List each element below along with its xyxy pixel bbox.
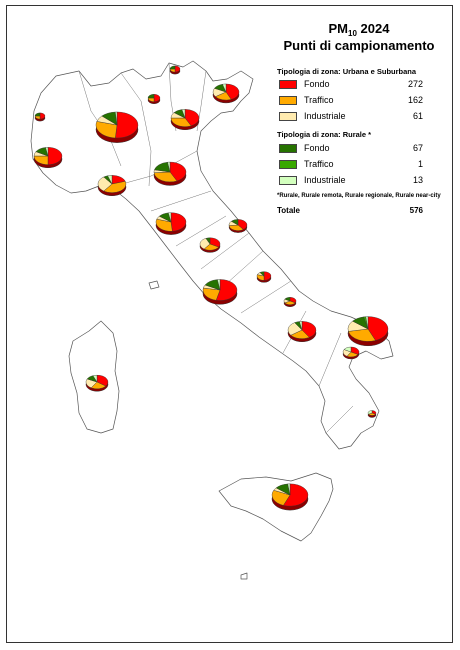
pie-slice — [153, 94, 161, 102]
legend-total-label: Totale — [277, 206, 300, 215]
legend-value-urban-traffico: 162 — [407, 95, 423, 105]
pie-marche — [228, 219, 248, 233]
pie-sardegna — [85, 374, 109, 392]
pie-slice — [271, 490, 291, 506]
pie-friuli-venezia-giulia — [212, 83, 240, 104]
pie-slice — [47, 147, 63, 165]
legend-urban-header: Tipologia di zona: Urbana e Suburbana — [277, 67, 417, 76]
pie-slice — [365, 316, 369, 330]
pie-slice — [147, 94, 155, 99]
legend-swatch-rural-fondo — [279, 144, 297, 153]
pie-slice — [169, 161, 187, 182]
pie-slice — [103, 181, 127, 193]
pie-slice — [95, 121, 118, 139]
pie-slice — [92, 374, 98, 383]
map-subtitle: Punti di campionamento — [283, 38, 435, 53]
legend-swatch-urban-fondo — [279, 80, 297, 89]
pie-calabria — [367, 410, 377, 418]
legend-value-rural-industriale: 13 — [412, 175, 423, 185]
pie-slice — [107, 175, 113, 185]
legend-swatch-urban-traffico — [279, 96, 297, 105]
pie-lazio — [202, 279, 238, 305]
pie-charts — [33, 65, 389, 511]
legend-label-rural-industriale: Industriale — [304, 175, 346, 185]
pie-slice — [205, 237, 211, 245]
legend-value-rural-fondo: 67 — [412, 143, 423, 153]
legend-swatch-rural-industriale — [279, 176, 297, 185]
pie-slice — [259, 271, 265, 277]
pie-slice — [115, 111, 139, 139]
pie-slice — [184, 109, 200, 127]
sicily-outline — [218, 472, 334, 542]
pie-slice — [263, 271, 272, 281]
pie-trentino — [169, 65, 181, 75]
pie-molise — [283, 297, 297, 307]
pie-basilicata — [342, 346, 360, 360]
pie-slice — [217, 279, 221, 291]
pie-slice — [97, 176, 113, 192]
isole-outline — [240, 572, 248, 580]
pie-slice — [287, 483, 291, 496]
pie-campania — [287, 321, 317, 343]
elba-outline — [148, 280, 160, 290]
pie-toscana — [155, 212, 187, 235]
pie-veneto — [170, 109, 200, 131]
pie-emilia-romagna — [153, 161, 187, 186]
pie-slice — [170, 117, 192, 127]
pie-slice — [237, 219, 248, 230]
pie-sicilia — [271, 483, 309, 511]
map-frame: PM10 2024 Punti di campionamento Tipolog… — [6, 5, 453, 643]
legend-value-urban-fondo: 272 — [407, 79, 423, 89]
pie-slice — [174, 65, 181, 73]
pie-alto-adige — [147, 94, 161, 104]
legend-swatch-rural-traffico — [279, 160, 297, 169]
pie-umbria — [199, 237, 221, 253]
pie-slice — [230, 219, 239, 226]
pie-slice — [115, 111, 118, 126]
pie-abruzzo — [256, 271, 272, 283]
pie-slice — [167, 161, 171, 173]
pie-slice — [181, 109, 186, 119]
map-title: PM10 2024 — [328, 21, 390, 38]
pie-slice — [96, 374, 109, 387]
pie-slice — [34, 112, 41, 117]
sardinia-outline — [68, 320, 120, 434]
pie-puglia — [347, 316, 389, 347]
pie-liguria — [97, 175, 127, 197]
pie-lombardia — [95, 111, 139, 143]
legend-rural-header: Tipologia di zona: Rurale * — [277, 130, 372, 139]
pie-slice — [215, 279, 238, 301]
pie-slice — [39, 112, 46, 120]
pie-slice — [222, 83, 227, 93]
pie-slice — [343, 346, 352, 353]
pie-slice — [170, 212, 187, 232]
italy-map — [30, 60, 394, 580]
legend-label-urban-industriale: Industriale — [304, 111, 346, 121]
legend-total-value: 576 — [409, 206, 423, 215]
legend-swatch-urban-industriale — [279, 112, 297, 121]
pie-slice — [284, 297, 291, 302]
pie-valle-d-aosta — [34, 112, 46, 122]
pie-slice — [299, 321, 303, 331]
pie-slice — [348, 328, 376, 342]
pie-slice — [153, 171, 178, 183]
legend-label-urban-traffico: Traffico — [304, 95, 334, 105]
legend-label-urban-fondo: Fondo — [304, 79, 330, 89]
pie-slice — [367, 410, 373, 415]
pie-slice — [367, 316, 389, 341]
pie-slice — [225, 83, 240, 100]
legend-footnote: *Rurale, Rurale remota, Rurale regionale… — [277, 193, 441, 199]
peninsula-outline — [30, 60, 394, 450]
pie-slice — [283, 483, 309, 507]
legend-value-urban-industriale: 61 — [412, 111, 423, 121]
legend-label-rural-traffico: Traffico — [304, 159, 334, 169]
coastline — [30, 60, 394, 580]
pie-piemonte — [33, 147, 63, 169]
pie-slice — [169, 65, 176, 70]
legend-value-rural-traffico: 1 — [417, 159, 423, 169]
pie-slice — [168, 212, 172, 223]
pie-slice — [155, 218, 173, 232]
pie-slice — [45, 147, 49, 157]
legend-label-rural-fondo: Fondo — [304, 143, 330, 153]
